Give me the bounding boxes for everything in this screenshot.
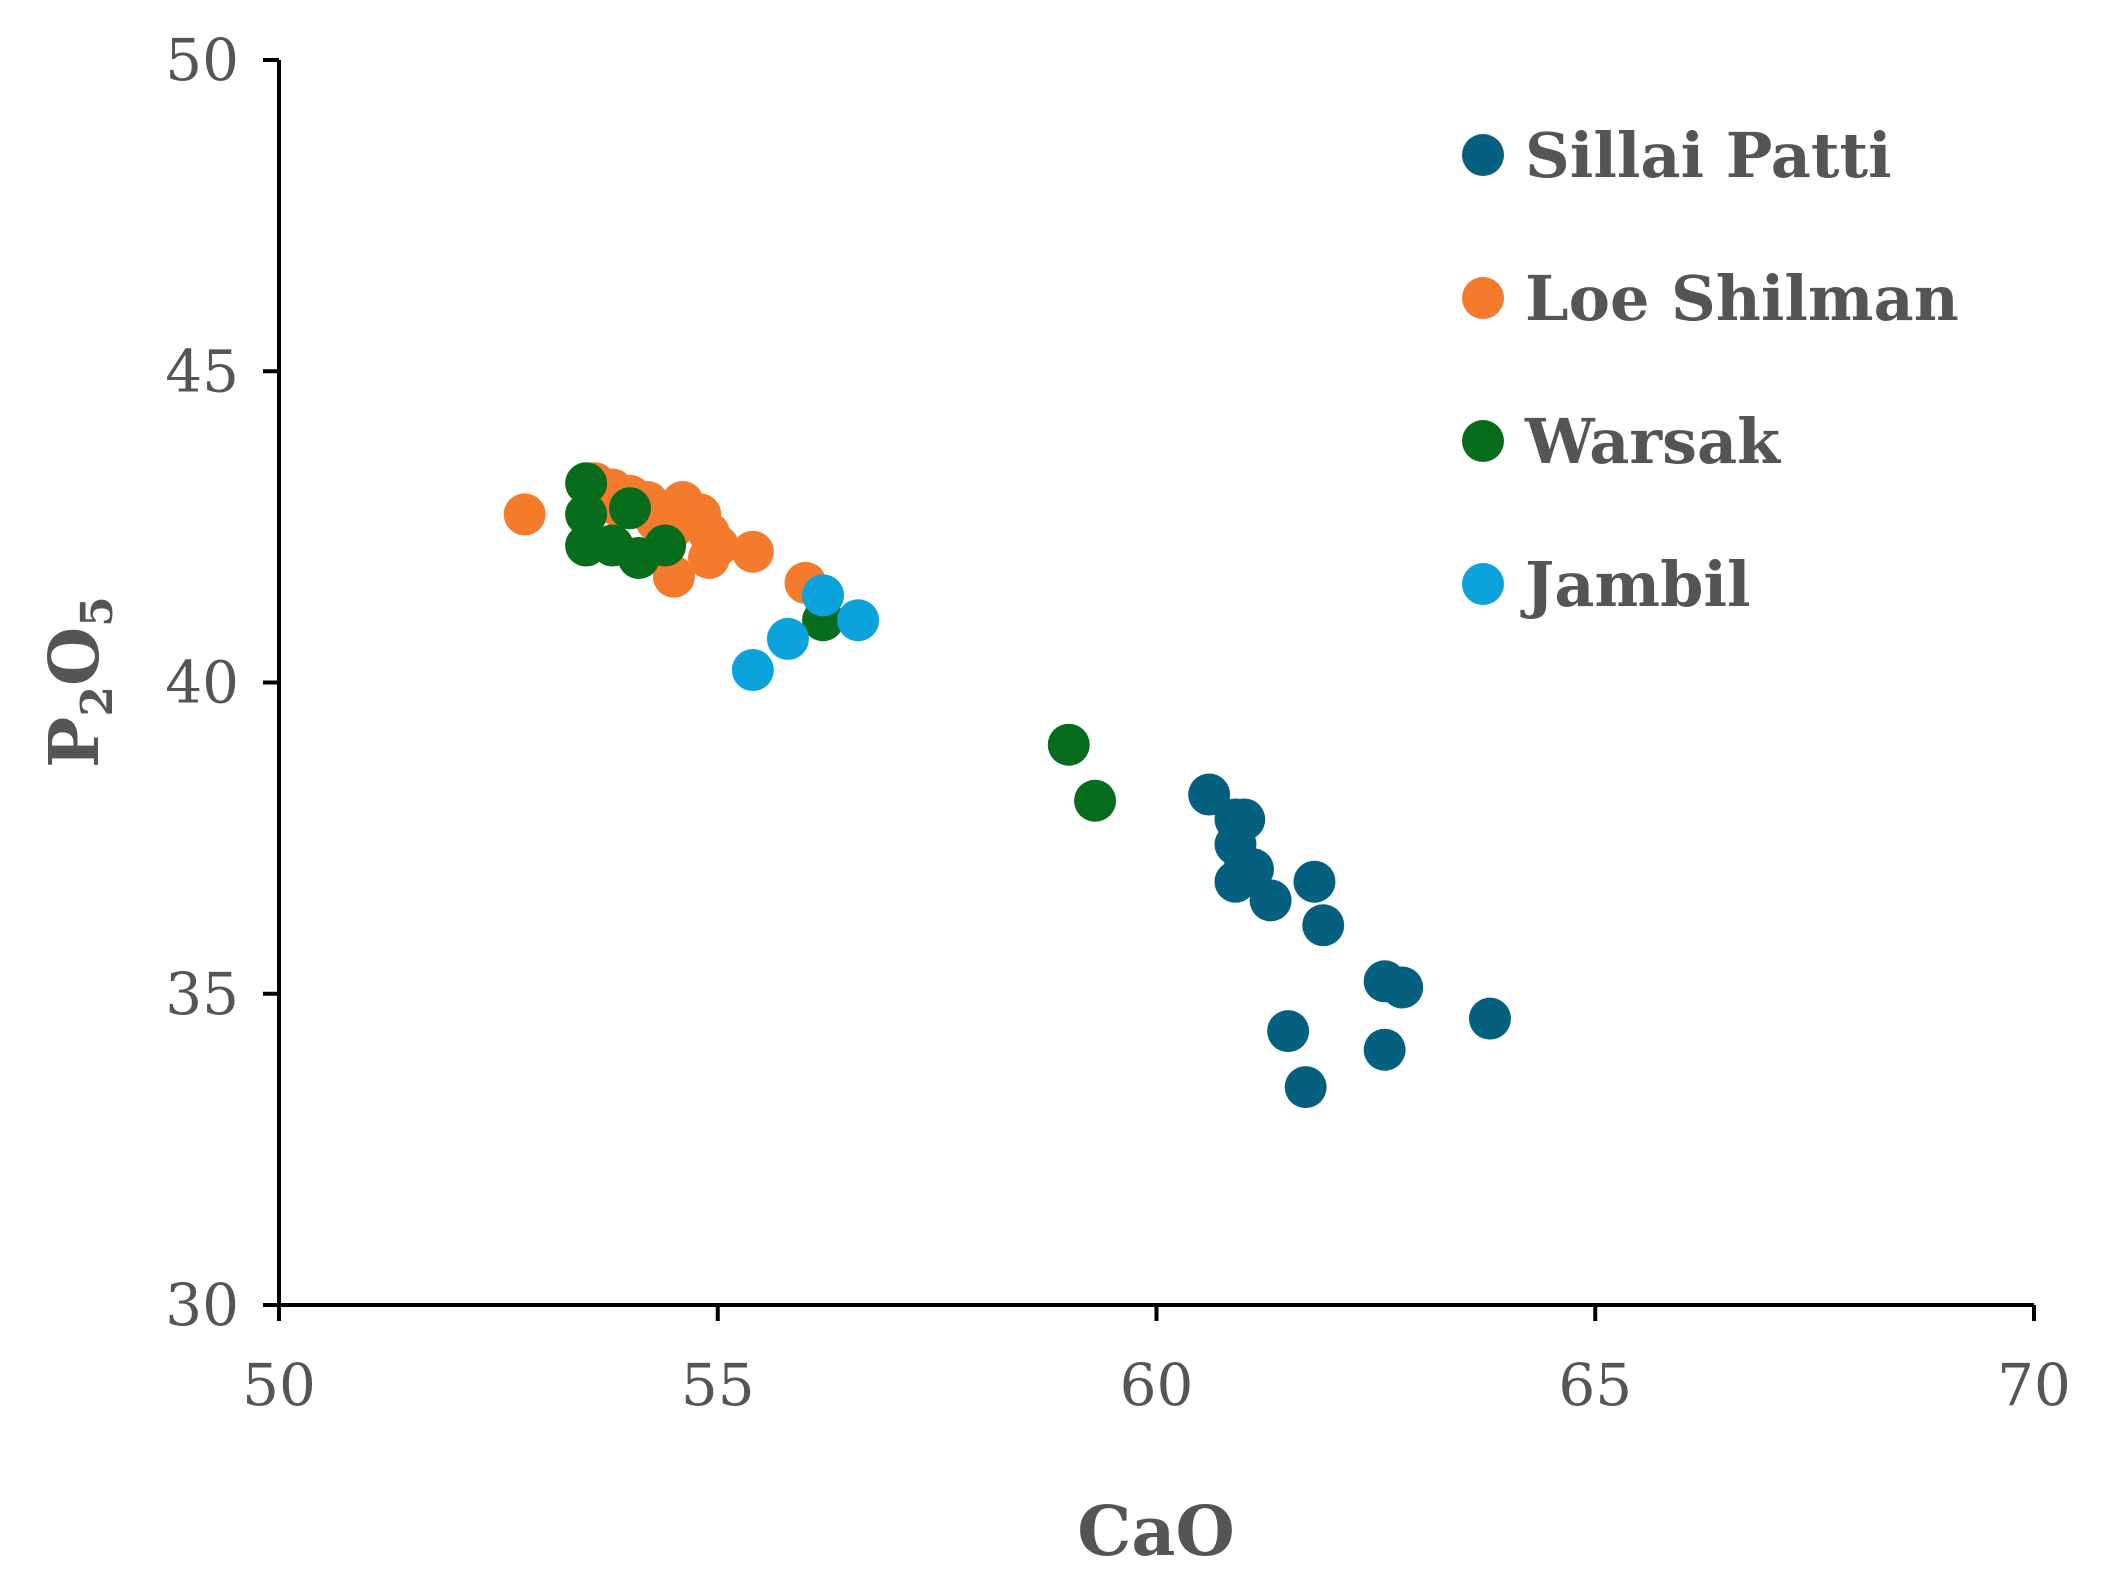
data-point-jambil — [802, 574, 845, 617]
data-point-sillai-patti — [1284, 1066, 1327, 1109]
ticks-group: 30 35 40 45 50 50 55 60 65 70 — [165, 26, 2071, 1419]
data-point-warsak — [644, 524, 687, 567]
legend-marker-sillai-patti — [1462, 134, 1504, 176]
data-point-warsak — [1047, 723, 1090, 766]
legend-marker-jambil — [1462, 563, 1504, 605]
data-point-sillai-patti — [1302, 904, 1345, 947]
y-tick-label: 35 — [165, 960, 239, 1028]
x-tick-label: 70 — [1997, 1351, 2071, 1419]
data-point-jambil — [731, 649, 774, 692]
data-point-warsak — [609, 487, 651, 530]
data-point-loe-shilman — [731, 530, 774, 573]
data-point-sillai-patti — [1188, 773, 1231, 816]
y-axis-title: P2O5 — [35, 596, 123, 768]
data-point-loe-shilman — [687, 537, 730, 579]
points-group — [503, 462, 1511, 1109]
legend-marker-loe-shilman — [1462, 277, 1504, 319]
x-tick-label: 60 — [1120, 1351, 1194, 1419]
y-axis-title-main: P — [35, 717, 115, 768]
data-point-warsak — [1074, 779, 1117, 822]
x-axis-title: CaO — [1077, 1492, 1234, 1571]
legend-label-sillai-patti: Sillai Patti — [1525, 119, 1892, 192]
data-point-sillai-patti — [1381, 966, 1424, 1009]
y-tick-label: 50 — [165, 26, 239, 94]
data-point-sillai-patti — [1293, 860, 1336, 903]
legend-label-jambil: Jambil — [1520, 548, 1751, 621]
legend-label-loe-shilman: Loe Shilman — [1525, 262, 1959, 335]
y-axis-title-mid: O — [35, 627, 115, 686]
x-tick-label: 50 — [242, 1351, 316, 1419]
y-tick-label: 40 — [165, 649, 239, 717]
data-point-sillai-patti — [1468, 997, 1511, 1040]
data-point-sillai-patti — [1249, 879, 1292, 922]
data-point-sillai-patti — [1363, 1028, 1406, 1071]
data-point-jambil — [766, 617, 809, 660]
legend-label-warsak: Warsak — [1524, 405, 1782, 478]
data-point-warsak — [565, 493, 608, 536]
data-point-warsak — [565, 462, 608, 505]
y-tick-label: 30 — [165, 1271, 239, 1339]
legend: Sillai Patti Loe Shilman Warsak Jambil — [1462, 119, 1959, 621]
y-axis-title-sub1: 2 — [72, 686, 123, 717]
data-point-sillai-patti — [1214, 860, 1257, 903]
data-point-jambil — [837, 599, 880, 642]
data-point-loe-shilman — [503, 493, 546, 536]
legend-marker-warsak — [1462, 420, 1504, 462]
y-axis-title-sub2: 5 — [72, 596, 123, 627]
y-tick-label: 45 — [165, 337, 239, 405]
x-tick-label: 55 — [681, 1351, 755, 1419]
x-tick-label: 65 — [1558, 1351, 1632, 1419]
axes-group — [277, 60, 2034, 1307]
data-point-sillai-patti — [1267, 1010, 1310, 1053]
